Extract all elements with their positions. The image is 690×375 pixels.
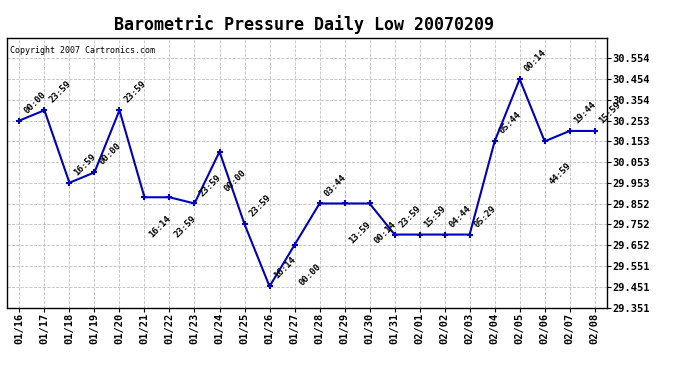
- Text: 00:14: 00:14: [373, 220, 397, 246]
- Text: 44:59: 44:59: [547, 161, 573, 186]
- Text: 00:00: 00:00: [22, 90, 48, 115]
- Text: 15:59: 15:59: [598, 100, 623, 125]
- Text: 00:00: 00:00: [222, 168, 248, 194]
- Text: 23:59: 23:59: [247, 193, 273, 219]
- Text: 19:44: 19:44: [573, 100, 598, 125]
- Text: 23:59: 23:59: [197, 172, 223, 198]
- Text: 16:14: 16:14: [147, 214, 172, 239]
- Text: 23:59: 23:59: [47, 79, 72, 105]
- Text: 23:59: 23:59: [397, 204, 423, 229]
- Text: 00:00: 00:00: [297, 262, 323, 287]
- Text: 23:59: 23:59: [172, 214, 197, 239]
- Text: 16:59: 16:59: [72, 152, 97, 177]
- Text: 04:44: 04:44: [447, 204, 473, 229]
- Text: 16:14: 16:14: [273, 255, 297, 281]
- Text: 00:00: 00:00: [97, 141, 123, 167]
- Text: 00:14: 00:14: [522, 48, 548, 74]
- Text: 05:44: 05:44: [497, 110, 523, 136]
- Text: 23:59: 23:59: [122, 79, 148, 105]
- Text: 13:59: 13:59: [347, 220, 373, 246]
- Text: Copyright 2007 Cartronics.com: Copyright 2007 Cartronics.com: [10, 46, 155, 55]
- Text: Barometric Pressure Daily Low 20070209: Barometric Pressure Daily Low 20070209: [114, 15, 493, 34]
- Text: 03:44: 03:44: [322, 172, 348, 198]
- Text: 15:59: 15:59: [422, 204, 448, 229]
- Text: 05:29: 05:29: [473, 204, 497, 229]
